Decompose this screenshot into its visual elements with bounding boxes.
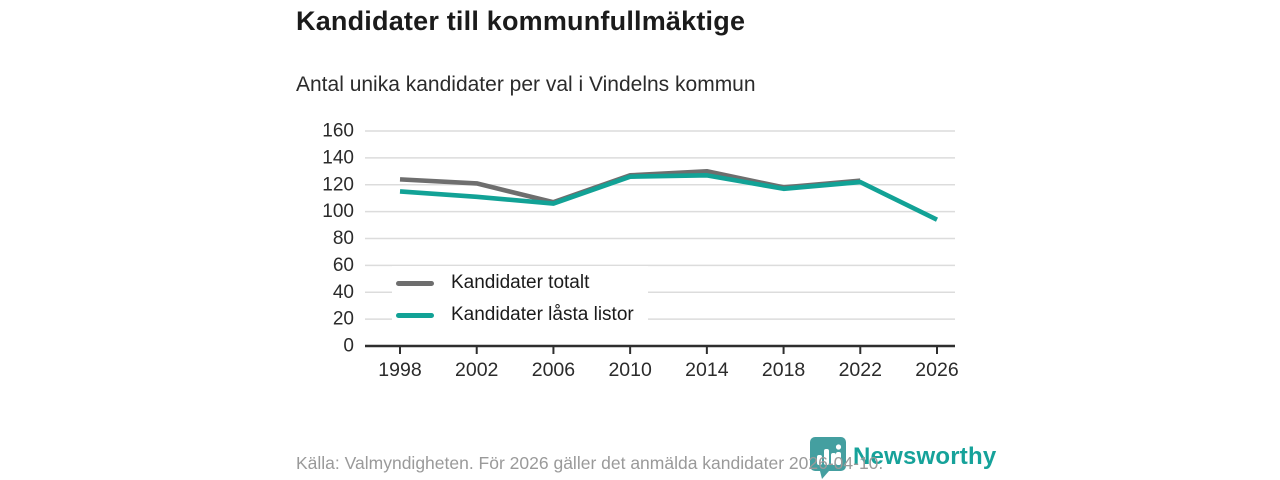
y-axis-tick-label: 40 (333, 282, 354, 303)
line-chart: 0 20 40 60 80 100 120 140 160 1998 2002 2006 2010 201… (296, 118, 986, 393)
legend-label-locked-lists: Kandidater låsta listor (451, 304, 634, 325)
page-title: Kandidater till kommunfullmäktige (296, 6, 746, 36)
y-axis-tick-label: 80 (333, 228, 354, 249)
legend-label-total: Kandidater totalt (451, 272, 590, 293)
newsworthy-pin-barchart-icon (810, 437, 846, 479)
newsworthy-logo: Newsworthy (810, 437, 996, 479)
legend-swatch-locked-lists (396, 312, 434, 318)
legend-item-locked-lists: Kandidater låsta listor (396, 304, 634, 326)
y-axis-tick-label: 20 (333, 309, 354, 330)
series-line-1 (399, 173, 939, 222)
legend-item-total: Kandidater totalt (396, 272, 634, 294)
x-axis-tick-label: 2006 (532, 359, 575, 381)
y-axis-tick-label: 160 (322, 121, 354, 142)
y-axis-tick-label: 120 (322, 174, 354, 195)
source-note: Källa: Valmyndigheten. För 2026 gäller d… (296, 453, 884, 473)
y-axis-tick-label: 60 (333, 255, 354, 276)
x-axis-tick-label: 2010 (608, 359, 652, 381)
x-axis-tick-label: 2026 (915, 359, 958, 381)
x-axis-tick-label: 1998 (378, 359, 421, 381)
chart-subtitle: Antal unika kandidater per val i Vindeln… (296, 73, 756, 96)
x-axis-tick-label: 2014 (685, 359, 729, 381)
legend-swatch-total (396, 280, 434, 286)
x-axis-tick-label: 2022 (839, 359, 882, 381)
newsworthy-wordmark: Newsworthy (853, 443, 997, 470)
y-axis-tick-label: 140 (322, 147, 354, 168)
x-axis-tick-label: 2002 (455, 359, 498, 381)
chart-legend: Kandidater totalt Kandidater låsta listo… (392, 266, 648, 336)
line-chart-canvas: 0 20 40 60 80 100 120 140 160 1998 2002 2006 2010 201… (322, 121, 958, 382)
y-axis-tick-label: 0 (343, 336, 354, 357)
y-axis-tick-label: 100 (322, 201, 354, 222)
x-axis-tick-label: 2018 (762, 359, 805, 381)
